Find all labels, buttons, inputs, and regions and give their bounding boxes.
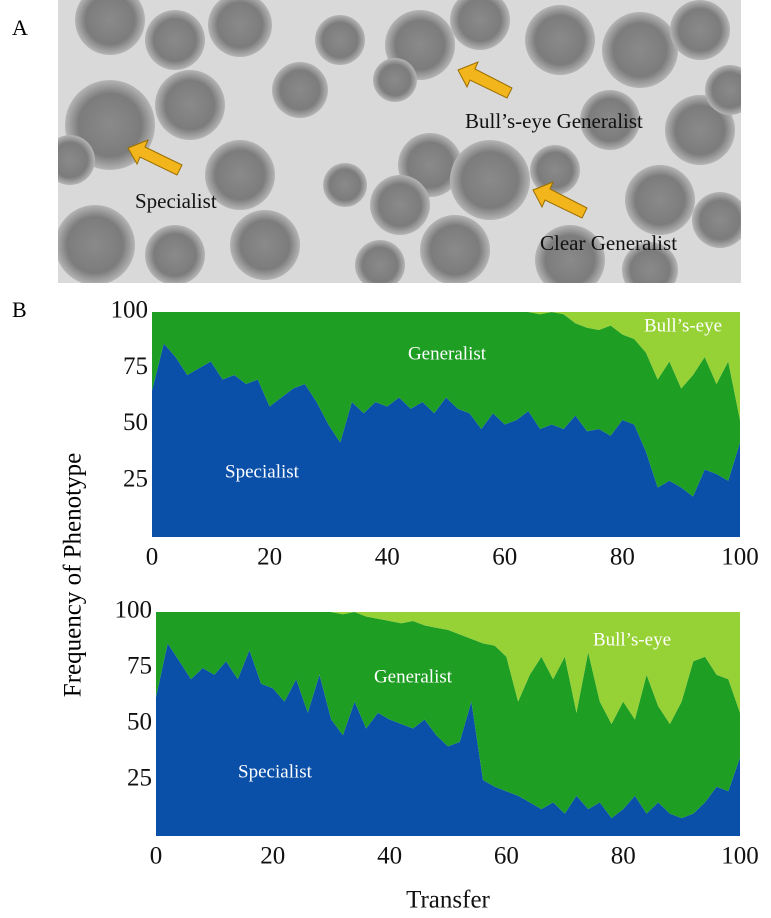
x-tick-label: 100 [721, 843, 759, 870]
panel-label: A [12, 15, 28, 40]
x-tick-label: 60 [494, 843, 519, 870]
photo [58, 0, 741, 283]
area-label: Specialist [238, 761, 313, 782]
x-tick-label: 20 [257, 544, 282, 571]
x-axis-label: Transfer [406, 887, 490, 914]
area [156, 612, 740, 819]
area-label: Generalist [374, 666, 453, 687]
x-tick-label: 0 [150, 843, 163, 870]
y-axis-label: Frequency of Phenotype [60, 453, 87, 697]
area-label: Specialist [225, 461, 300, 482]
y-tick-label: 100 [111, 297, 149, 324]
x-tick-label: 80 [611, 843, 636, 870]
annotation: Specialist [135, 189, 217, 213]
x-tick-label: 40 [375, 544, 400, 571]
x-tick-label: 80 [610, 544, 635, 571]
y-tick-label: 75 [127, 653, 152, 680]
x-tick-label: 100 [721, 544, 759, 571]
y-tick-label: 25 [127, 765, 152, 792]
area [156, 612, 740, 724]
y-tick-label: 100 [115, 597, 153, 624]
area-label: Bull’s-eye [593, 629, 671, 650]
y-tick-label: 50 [127, 709, 152, 736]
x-tick-label: 20 [260, 843, 285, 870]
y-tick-label: 25 [123, 465, 148, 492]
area [152, 312, 740, 420]
x-tick-label: 60 [492, 544, 517, 571]
area [152, 312, 740, 497]
annotation: Clear Generalist [540, 231, 677, 255]
y-tick-label: 50 [123, 409, 148, 436]
panel-label: B [12, 297, 27, 322]
area-label: Bull’s-eye [644, 315, 722, 336]
x-tick-label: 0 [146, 544, 159, 571]
y-tick-label: 75 [123, 353, 148, 380]
annotation: Bull’s-eye Generalist [465, 109, 643, 133]
area [152, 343, 740, 537]
x-tick-label: 40 [377, 843, 402, 870]
area [156, 643, 740, 836]
area-label: Generalist [408, 343, 487, 364]
